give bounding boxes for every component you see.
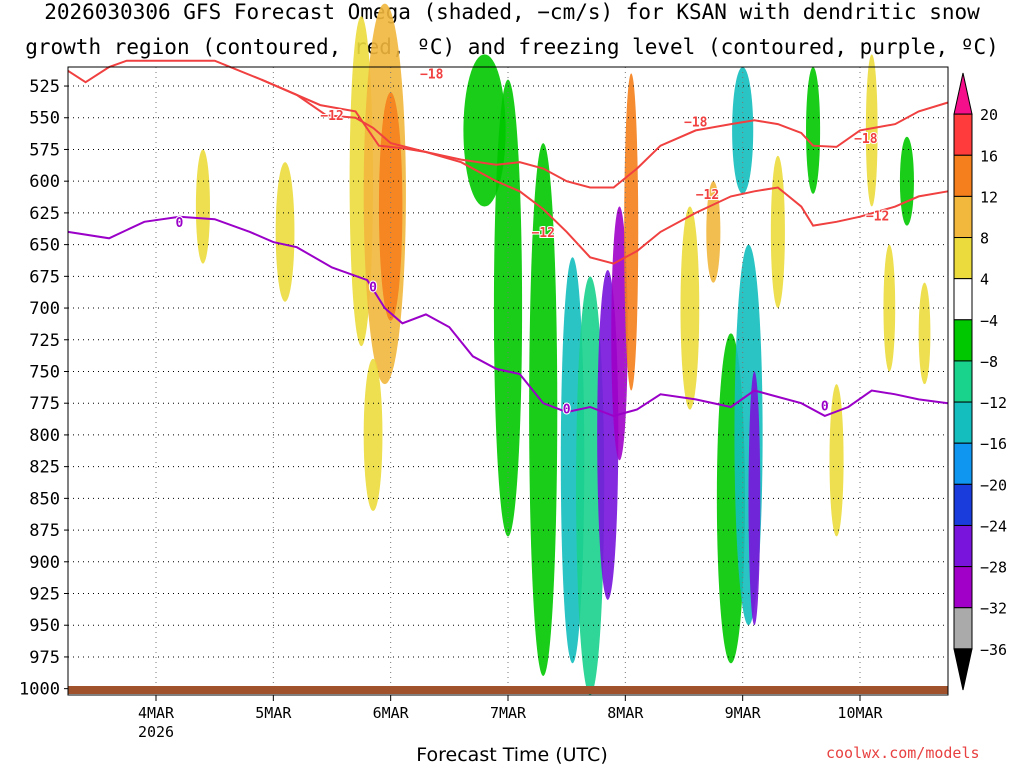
y-tick-label-950: 950 <box>29 616 60 636</box>
x-tick-label-5: 9MAR <box>725 704 762 722</box>
colorbar-swatch-4 <box>953 237 973 280</box>
colorbar: 20 16 12 8 4 −4 −8 −12 −16 −20 −24 −28 −32 −36 <box>953 72 1007 691</box>
omega-region-12 <box>611 206 628 461</box>
omega-region-4 <box>378 92 403 321</box>
colorbar-swatch-10 <box>953 483 973 526</box>
chart-title: 2026030306 GFS Forecast Omega (shaded, −… <box>44 0 980 24</box>
y-tick-label-525: 525 <box>29 77 60 97</box>
y-tick-label-975: 975 <box>29 648 60 668</box>
x-tick-sublabel-0: 2026 <box>138 723 174 741</box>
colorbar-swatch-11 <box>953 524 973 568</box>
x-tick-label-2: 6MAR <box>373 704 410 722</box>
omega-region-20 <box>770 155 785 309</box>
colorbar-label-6: −8 <box>980 353 998 371</box>
colorbar-swatch-1 <box>953 113 973 156</box>
y-tick-label-700: 700 <box>29 299 60 319</box>
x-tick-label-3: 7MAR <box>490 704 527 722</box>
y-tick-label-575: 575 <box>29 140 60 160</box>
omega-region-23 <box>865 54 878 207</box>
colorbar-swatch-2 <box>953 154 973 197</box>
y-tick-label-825: 825 <box>29 458 60 478</box>
omega-shading <box>195 3 931 695</box>
y-tick-label-875: 875 <box>29 521 60 541</box>
colorbar-swatch-12 <box>953 566 973 609</box>
colorbar-label-2: 12 <box>980 188 998 206</box>
x-axis-title: Forecast Time (UTC) <box>416 744 608 766</box>
omega-region-14 <box>680 206 700 410</box>
omega-region-19 <box>732 67 754 194</box>
y-tick-label-650: 650 <box>29 236 60 256</box>
y-tick-label-675: 675 <box>29 267 60 287</box>
omega-region-25 <box>899 136 914 226</box>
contour-label-0: −18 <box>420 67 444 82</box>
colorbar-swatch-6 <box>953 319 973 362</box>
contour-label-7: 0 <box>176 216 184 231</box>
colorbar-swatch-5 <box>953 278 973 321</box>
y-tick-label-850: 850 <box>29 489 60 509</box>
ground-band <box>68 686 948 694</box>
contour-label-6: −12 <box>866 209 889 224</box>
colorbar-label-5: −4 <box>980 312 998 330</box>
x-tick-label-4: 8MAR <box>607 704 644 722</box>
omega-region-13 <box>624 73 639 391</box>
colorbar-label-1: 16 <box>980 147 998 165</box>
colorbar-label-11: −28 <box>980 559 1007 577</box>
contour-line-1 <box>261 78 949 265</box>
colorbar-label-7: −12 <box>980 394 1007 412</box>
credit-text: coolwx.com/models <box>826 744 980 762</box>
colorbar-label-8: −16 <box>980 435 1007 453</box>
contour-label-4: −12 <box>531 226 554 241</box>
colorbar-swatch-0 <box>953 72 973 115</box>
colorbar-label-12: −32 <box>980 600 1007 618</box>
y-tick-label-600: 600 <box>29 172 60 192</box>
colorbar-label-9: −20 <box>980 476 1007 494</box>
omega-region-21 <box>806 67 821 194</box>
y-tick-label-800: 800 <box>29 426 60 446</box>
contour-label-1: −18 <box>684 116 708 131</box>
omega-region-22 <box>829 384 844 537</box>
colorbar-label-10: −24 <box>980 517 1007 535</box>
colorbar-swatch-9 <box>953 442 973 485</box>
y-axis: 525 550 575 600 625 650 675 700 725 750 775 800 825 8… <box>19 77 68 700</box>
contour-label-9: 0 <box>563 402 571 417</box>
x-tick-label-0: 4MAR <box>138 704 175 722</box>
contour-label-2: −18 <box>854 132 878 147</box>
colorbar-swatch-14 <box>953 648 973 691</box>
omega-region-26 <box>918 282 931 385</box>
colorbar-swatch-13 <box>953 607 973 650</box>
colorbar-swatch-3 <box>953 195 973 239</box>
y-tick-label-550: 550 <box>29 109 60 129</box>
y-tick-label-900: 900 <box>29 553 60 573</box>
omega-region-10 <box>576 276 605 695</box>
colorbar-label-13: −36 <box>980 641 1007 659</box>
colorbar-swatch-7 <box>953 360 973 403</box>
omega-region-1 <box>275 162 295 302</box>
omega-region-0 <box>195 149 210 264</box>
colorbar-label-4: 4 <box>980 271 989 289</box>
colorbar-label-3: 8 <box>980 230 989 248</box>
omega-region-24 <box>883 244 896 372</box>
chart-subtitle: growth region (contoured, red, ºC) and f… <box>25 35 999 59</box>
y-tick-label-625: 625 <box>29 204 60 224</box>
y-tick-label-725: 725 <box>29 331 60 351</box>
contour-label-8: 0 <box>369 280 377 295</box>
x-tick-label-6: 10MAR <box>837 704 883 722</box>
colorbar-swatch-8 <box>953 401 973 444</box>
y-tick-label-775: 775 <box>29 394 60 414</box>
y-tick-label-1000: 1000 <box>19 680 60 700</box>
colorbar-label-0: 20 <box>980 106 998 124</box>
contour-label-10: 0 <box>821 400 829 415</box>
x-tick-label-1: 5MAR <box>255 704 292 722</box>
contour-line-2 <box>67 215 949 417</box>
y-tick-label-750: 750 <box>29 362 60 382</box>
contour-label-5: −12 <box>696 188 719 203</box>
omega-region-18 <box>748 371 761 626</box>
y-tick-label-925: 925 <box>29 585 60 605</box>
contour-label-3: −12 <box>320 109 343 124</box>
omega-region-8 <box>529 143 558 676</box>
